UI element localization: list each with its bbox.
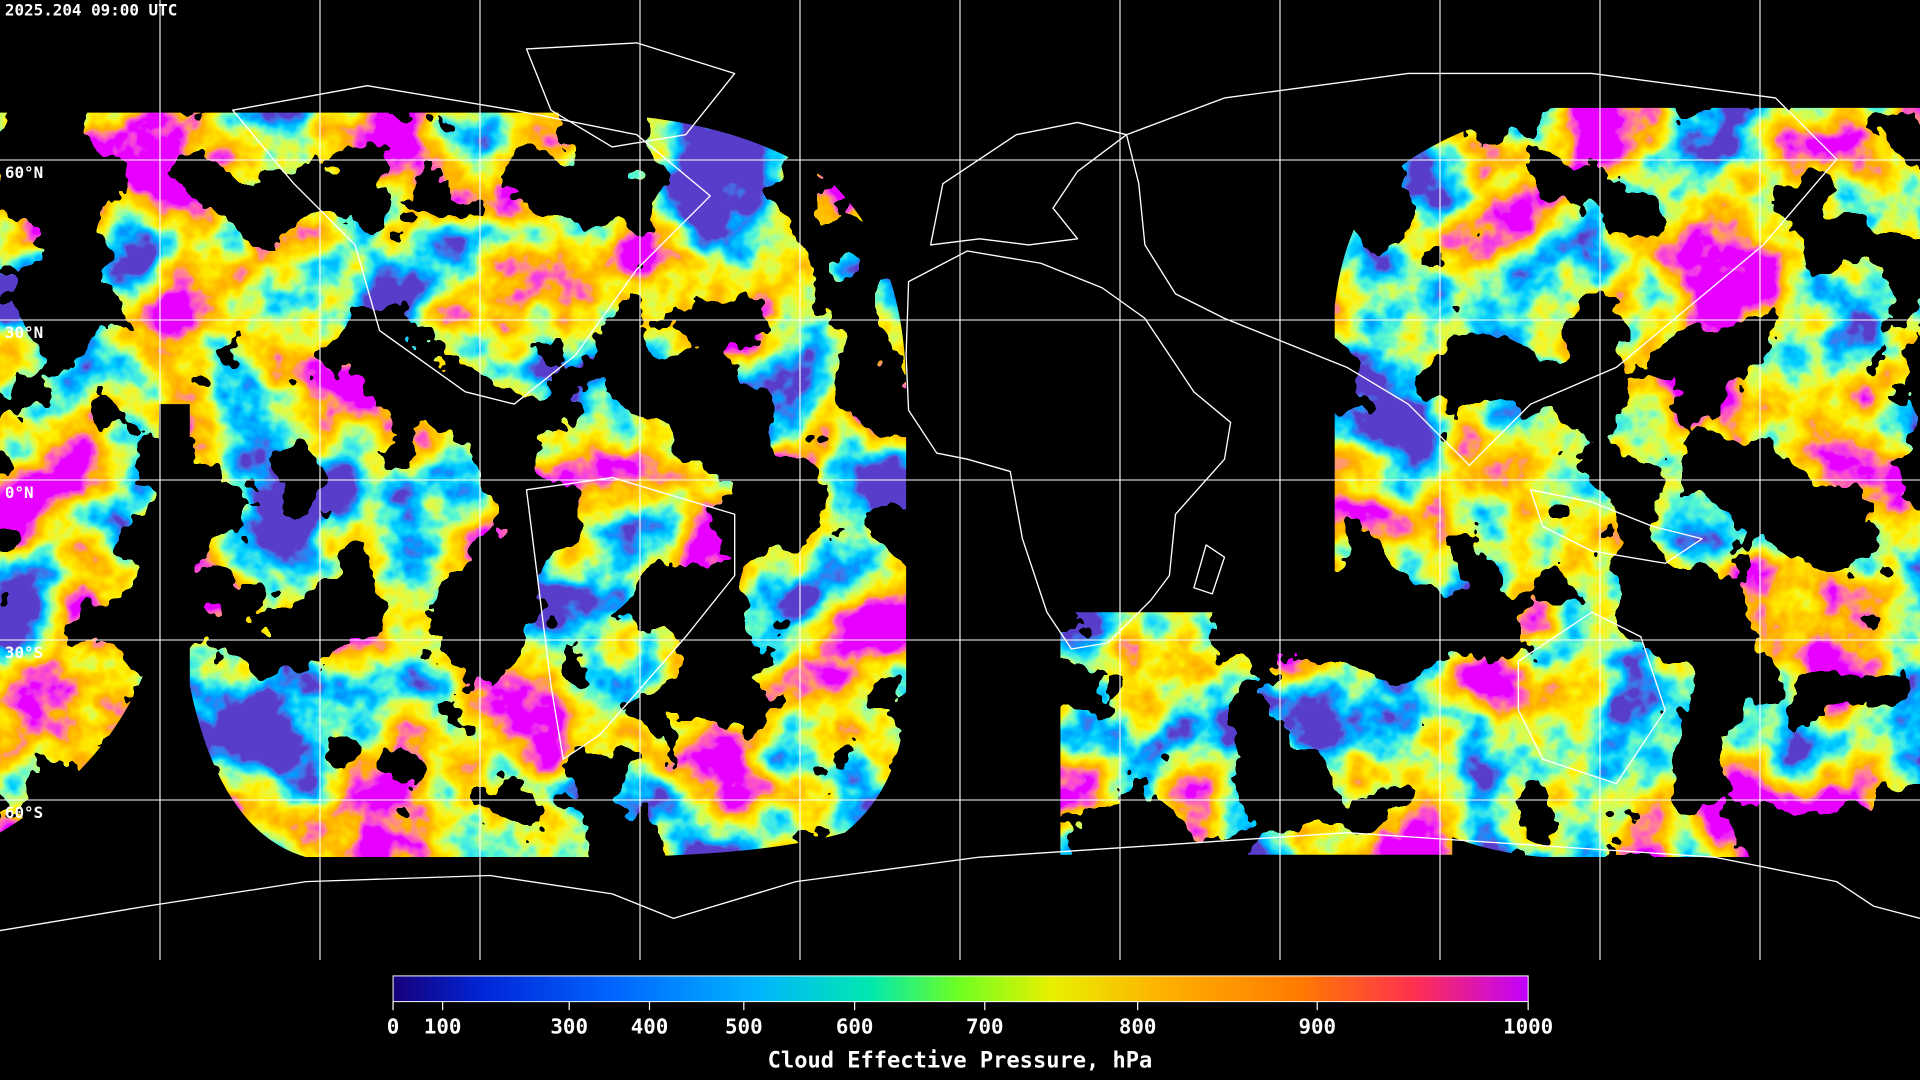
coastline (929, 121, 1128, 246)
colorbar-tick-label: 100 (424, 1014, 462, 1038)
colorbar-tick-label: 600 (836, 1014, 874, 1038)
colorbar-tick-label: 400 (631, 1014, 669, 1038)
colorbar-tick-label: 0 (387, 1014, 400, 1038)
coastline (1193, 544, 1226, 595)
colorbar-tick-label: 800 (1119, 1014, 1157, 1038)
colorbar-tick-label: 700 (966, 1014, 1004, 1038)
latitude-label: 30°N (5, 323, 43, 342)
colorbar-tick-label: 1000 (1503, 1014, 1553, 1038)
coastline (1529, 489, 1703, 564)
colorbar-tick-label: 500 (725, 1014, 763, 1038)
coastline (525, 42, 736, 148)
latitude-label: 0°N (5, 483, 34, 502)
latitude-label: 60°N (5, 163, 43, 182)
coastline (0, 831, 1920, 932)
coastline (525, 476, 736, 760)
latitude-label: 60°S (5, 803, 43, 822)
coastline (905, 250, 1232, 650)
colorbar-label: Cloud Effective Pressure, hPa (768, 1049, 1153, 1074)
coastline (1125, 72, 1838, 466)
colorbar-tick-label: 900 (1298, 1014, 1336, 1038)
latitude-label: 30°S (5, 643, 43, 662)
colorbar (392, 975, 1529, 1003)
coastlines (0, 42, 1920, 932)
graticule (0, 0, 1920, 960)
colorbar-tick-label: 300 (550, 1014, 588, 1038)
timestamp: 2025.204 09:00 UTC (5, 1, 177, 20)
coastline (231, 85, 711, 405)
